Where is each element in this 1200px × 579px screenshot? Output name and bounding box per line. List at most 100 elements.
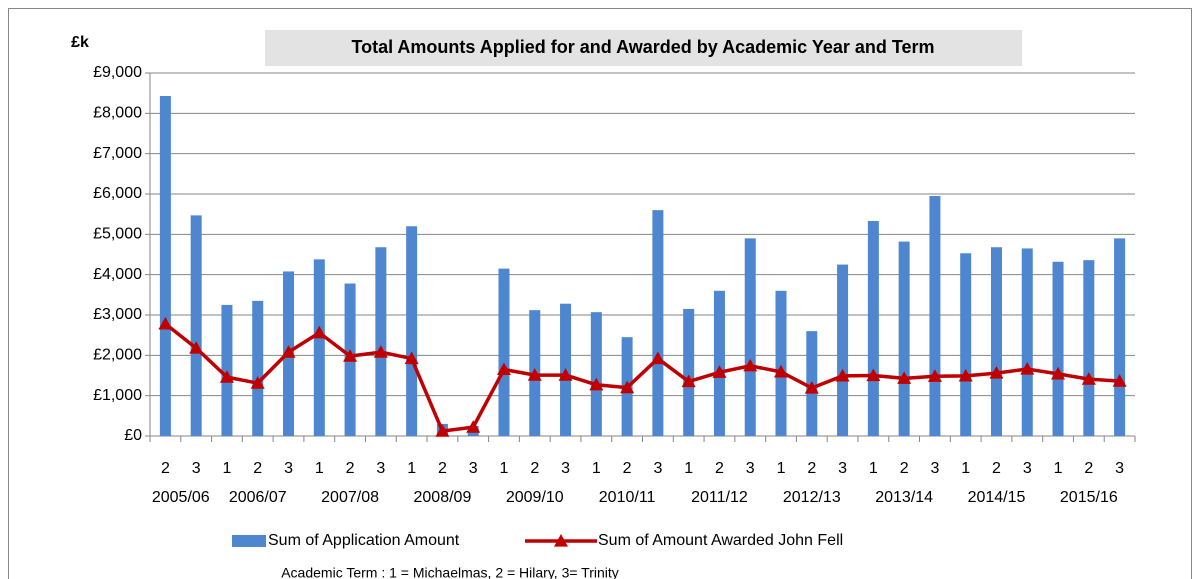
bar [744,238,756,436]
marker [312,325,327,339]
year-label: 2015/16 [1060,489,1118,506]
year-label: 2006/07 [229,489,287,506]
marker [558,368,573,381]
marker [958,368,973,382]
x-tick-label: 2 [1084,460,1093,477]
y-tick-label: £9,000 [93,64,142,81]
marker [620,380,635,394]
year-label: 2011/12 [691,489,748,506]
x-tick-label: 2 [253,460,262,477]
y-tick-label: £6,000 [93,185,142,202]
x-tick-label: 3 [561,460,570,477]
bar [713,290,725,436]
y-tick-label: £3,000 [93,306,142,323]
marker [835,368,850,382]
bar [375,247,387,436]
x-tick-label: 2 [438,460,447,477]
title-box [265,30,1022,66]
marker [774,364,789,378]
marker [712,365,727,378]
marker [189,341,204,354]
x-tick-label: 1 [315,460,324,477]
marker [989,366,1004,379]
x-tick-label: 1 [592,460,601,477]
marker [897,371,912,384]
y-tick-label: £0 [124,427,142,444]
marker [404,351,419,365]
year-label: 2013/14 [875,489,933,506]
x-tick-label: 2 [346,460,355,477]
chart-title: Total Amounts Applied for and Awarded by… [351,37,934,57]
x-tick-label: 1 [407,460,416,477]
x-tick-label: 3 [469,460,478,477]
marker [435,424,450,437]
x-tick-label: 3 [930,460,939,477]
marker [1112,374,1127,387]
marker [527,368,542,381]
marker [866,368,881,382]
x-tick-label: 2 [623,460,632,477]
bar [498,268,510,436]
year-label: 2008/09 [414,489,472,506]
marker [681,374,696,388]
x-tick-label: 1 [1054,460,1063,477]
legend-label: Sum of Amount Awarded John Fell [598,532,843,549]
x-tick-label: 3 [192,460,201,477]
marker [589,377,604,391]
x-tick-label: 3 [284,460,293,477]
marker [496,362,511,376]
bar [960,253,972,436]
bar [1052,261,1064,436]
y-tick-label: £1,000 [93,387,142,404]
bar [837,264,849,436]
legend-label: Sum of Application Amount [268,532,460,549]
x-tick-label: 2 [807,460,816,477]
y-tick-label: £8,000 [93,105,142,122]
marker [250,376,265,389]
x-tick-label: 1 [869,460,878,477]
bar [683,308,695,436]
x-tick-label: 1 [961,460,970,477]
year-label: 2009/10 [506,489,564,506]
bar [898,241,910,436]
marker [743,358,758,372]
year-label: 2007/08 [321,489,379,506]
marker [650,351,665,365]
y-tick-label: £4,000 [93,266,142,283]
marker [1081,372,1096,385]
bar [990,247,1002,436]
x-tick-label: 3 [376,460,385,477]
x-tick-label: 3 [838,460,847,477]
bar [652,210,664,436]
x-tick-label: 1 [500,460,509,477]
marker [219,370,234,383]
bar [190,215,202,436]
x-tick-label: 1 [684,460,693,477]
bar [1114,238,1126,436]
bar [159,95,171,437]
y-axis-label: £k [71,34,89,51]
x-tick-label: 2 [161,460,170,477]
legend-swatch [232,535,266,547]
bar [313,259,325,436]
y-tick-label: £2,000 [93,347,142,364]
x-tick-label: 2 [900,460,909,477]
x-tick-label: 2 [530,460,539,477]
x-tick-label: 2 [992,460,1001,477]
bar [252,300,264,436]
marker [804,381,819,394]
bar [1021,248,1033,436]
marker [158,316,173,330]
marker [1051,366,1066,380]
year-label: 2010/11 [599,489,656,506]
marker [1020,362,1035,375]
bar [867,221,879,436]
bar [590,312,602,436]
year-label: 2014/15 [968,489,1026,506]
marker [927,369,942,382]
y-tick-label: £7,000 [93,145,142,162]
x-tick-label: 3 [746,460,755,477]
legend-marker [554,534,568,547]
x-tick-label: 2 [715,460,724,477]
